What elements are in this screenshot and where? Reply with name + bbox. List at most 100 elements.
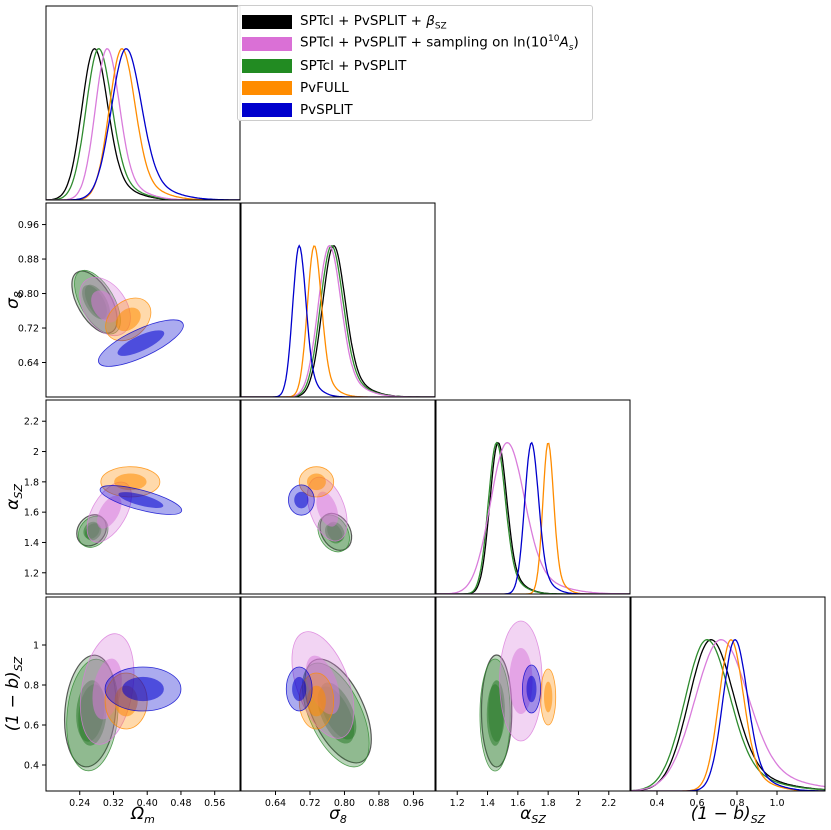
y-tick-label: 0.88	[18, 255, 39, 266]
legend-swatch-orchid	[242, 37, 292, 51]
panel-omega_m-alpha_sz	[45, 399, 241, 595]
legend-item: PvSPLIT	[242, 100, 353, 120]
panel-frame	[45, 202, 241, 398]
x-tick-label: 0.96	[403, 798, 424, 809]
y-tick-label: 0.64	[18, 358, 39, 369]
x-axis-label-one_minus_b: (1 − b)SZ	[691, 804, 766, 826]
legend: SPTcl + PvSPLIT + βSZ SPTcl + PvSPLIT + …	[237, 5, 593, 121]
contour-inner-b_om-series-4	[122, 676, 164, 702]
x-tick-label: 0.56	[204, 798, 225, 809]
contour-inner-b_a-series-3	[543, 681, 553, 713]
legend-swatch-blue	[242, 103, 292, 117]
y-tick-label: 0.72	[18, 324, 39, 335]
panel-alpha_sz-one_minus_b	[435, 596, 631, 792]
x-tick-label: 0.88	[368, 798, 389, 809]
panel-frame	[240, 202, 436, 398]
x-tick-label: 0.72	[299, 798, 320, 809]
x-tick-label: 1.2	[450, 798, 465, 809]
contour-inner-a_om-series-2	[85, 523, 102, 541]
contour-inner-a_om-series-1	[97, 495, 122, 529]
marginal-alpha_sz-series-0	[436, 441, 630, 594]
legend-label: SPTcl + PvSPLIT	[300, 58, 407, 74]
x-tick-label: 0.6	[689, 798, 704, 809]
marginal-omega_m-series-2	[46, 48, 240, 200]
legend-label: PvFULL	[300, 80, 349, 96]
x-tick-label: 1.0	[769, 798, 784, 809]
y-tick-label: 0.96	[18, 220, 39, 231]
x-tick-label: 0.40	[137, 798, 158, 809]
contour-inner-a_om-series-4	[118, 492, 164, 508]
contour-inner-b_a-series-1	[509, 648, 533, 714]
x-tick-label: 0.48	[170, 798, 191, 809]
x-tick-label: 0.8	[729, 798, 744, 809]
panel-frame	[240, 596, 436, 792]
marginal-one_minus_b-series-3	[631, 639, 825, 791]
contour-inner-b_a-series-2	[486, 684, 504, 746]
y-tick-label: 0.80	[18, 289, 39, 300]
x-tick-label: 2.2	[601, 798, 616, 809]
contour-inner-a_s8-series-1	[316, 491, 339, 527]
panel-frame	[240, 399, 436, 595]
y-tick-label: 1.4	[24, 538, 39, 549]
y-tick-label: 1.8	[24, 477, 39, 488]
legend-label: PvSPLIT	[300, 102, 353, 118]
contour-inner-s8_om-series-3	[115, 307, 141, 332]
marginal-alpha_sz-series-3	[436, 442, 630, 594]
contour-inner-b_s8-series-4	[292, 676, 307, 702]
x-tick-label: 1.4	[480, 798, 495, 809]
legend-item: PvFULL	[242, 78, 349, 98]
x-tick-label: 0.24	[69, 798, 90, 809]
panel-omega_m-sigma8	[45, 202, 241, 398]
y-tick-label: 1.2	[24, 568, 39, 579]
contour-inner-a_s8-series-3	[306, 473, 326, 491]
y-tick-label: 0.4	[24, 761, 39, 772]
panel-frame	[435, 399, 631, 595]
marginal-omega_m-series-3	[46, 48, 240, 200]
contour-inner-a_s8-series-4	[294, 491, 309, 509]
y-tick-label: 1	[33, 641, 39, 652]
marginal-omega_m-series-0	[46, 47, 240, 200]
panel-sigma8-one_minus_b	[240, 596, 436, 792]
marginal-alpha_sz-series-4	[436, 441, 630, 594]
panel-frame	[45, 596, 241, 792]
x-axis-label-sigma8: σ8	[329, 804, 347, 826]
panel-sigma8-sigma8	[240, 202, 436, 398]
contour-inner-s8_om-series-1	[91, 290, 119, 323]
y-axis-label-sigma8: σ8	[3, 291, 25, 309]
legend-swatch-orange	[242, 81, 292, 95]
y-axis-label-alpha_sz: αSZ	[3, 484, 25, 510]
legend-swatch-black	[242, 15, 292, 29]
panel-alpha_sz-alpha_sz	[435, 399, 631, 595]
legend-item: SPTcl + PvSPLIT + sampling on ln(1010As)	[242, 34, 579, 54]
x-axis-label-omega_m: Ωm	[130, 804, 155, 826]
legend-label: SPTcl + PvSPLIT + βSZ	[300, 12, 447, 32]
y-tick-label: 1.6	[24, 508, 39, 519]
panel-frame	[45, 399, 241, 595]
legend-label: SPTcl + PvSPLIT + sampling on ln(1010As)	[300, 34, 579, 54]
legend-swatch-green	[242, 59, 292, 73]
y-axis-label-one_minus_b: (1 − b)SZ	[3, 656, 25, 731]
panel-one_minus_b-one_minus_b	[630, 596, 826, 792]
panel-omega_m-omega_m	[45, 5, 241, 201]
x-tick-label: 1.6	[510, 798, 525, 809]
contour-inner-s8_om-series-4	[117, 330, 165, 356]
x-tick-label: 0.80	[334, 798, 355, 809]
legend-item: SPTcl + PvSPLIT + βSZ	[242, 12, 447, 32]
panel-omega_m-one_minus_b	[45, 596, 241, 792]
marginal-one_minus_b-series-2	[631, 639, 825, 791]
marginal-alpha_sz-series-2	[436, 441, 630, 594]
y-tick-label: 0.6	[24, 721, 39, 732]
marginal-one_minus_b-series-0	[631, 639, 825, 791]
contour-inner-a_s8-series-2	[325, 523, 343, 544]
y-tick-label: 0.8	[24, 681, 39, 692]
panel-frame	[630, 596, 826, 792]
panel-sigma8-alpha_sz	[240, 399, 436, 595]
contour-inner-b_a-series-4	[526, 675, 537, 703]
y-tick-label: 2	[33, 447, 39, 458]
x-tick-label: 2	[575, 798, 581, 809]
marginal-sigma8-series-2	[241, 245, 435, 397]
marginal-alpha_sz-series-1	[436, 442, 630, 594]
marginal-omega_m-series-4	[46, 47, 240, 200]
marginal-one_minus_b-series-4	[631, 638, 825, 791]
